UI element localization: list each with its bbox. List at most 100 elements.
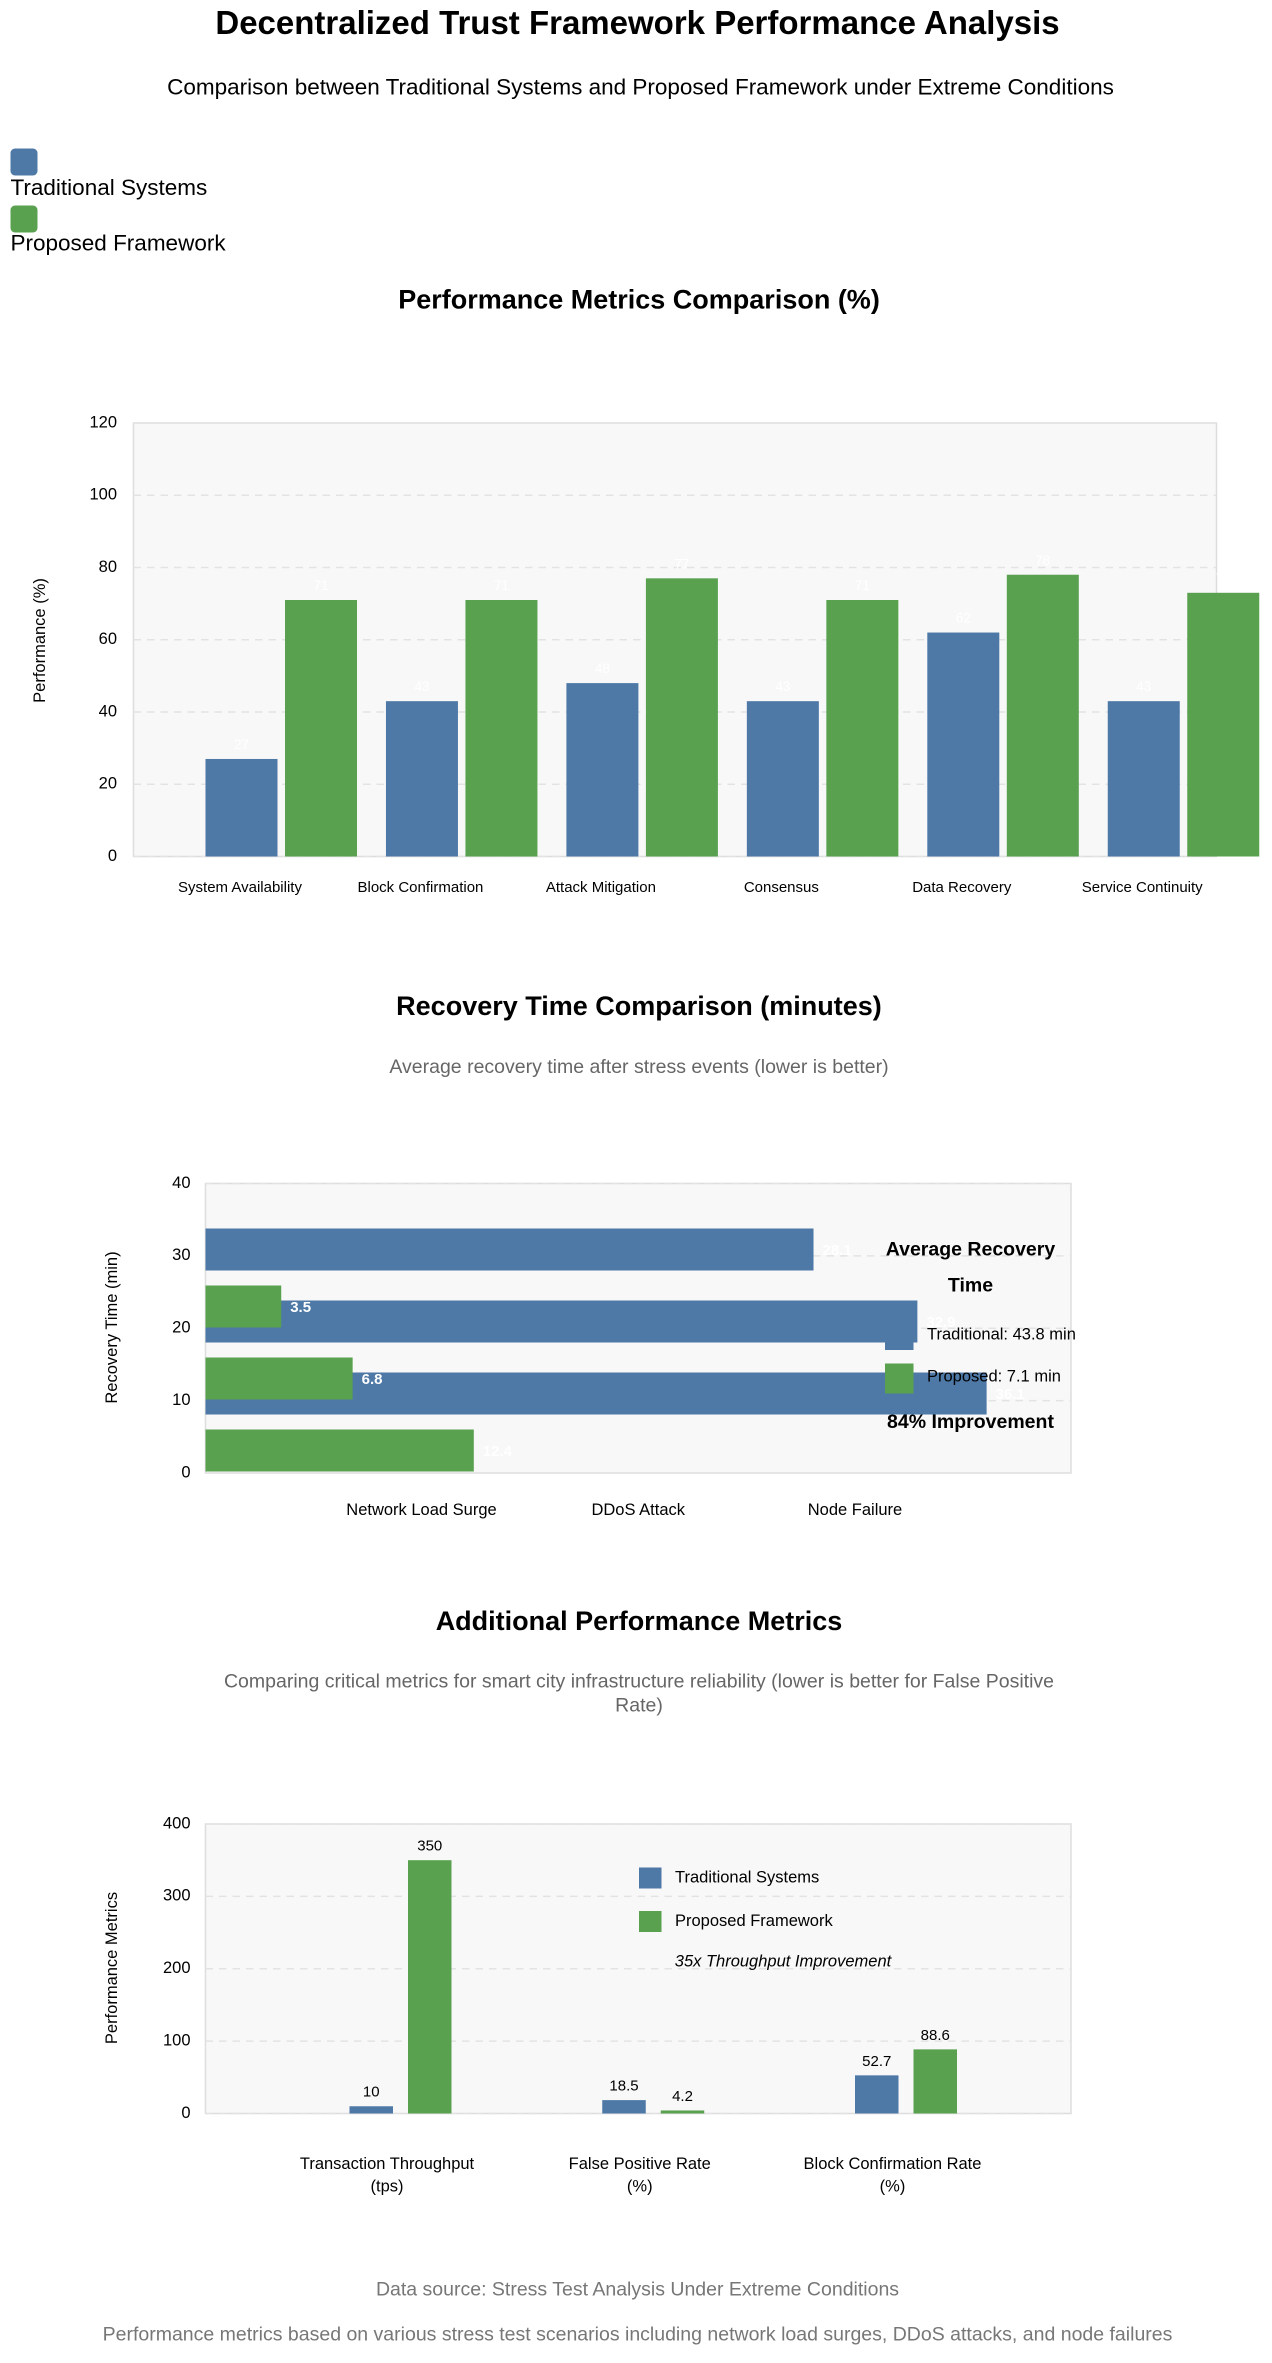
bar — [205, 1300, 918, 1343]
bar — [205, 1429, 474, 1472]
bar — [602, 2100, 646, 2114]
improvement-note: 84% Improvement — [887, 1410, 1054, 1433]
x-tick-label: (%) — [627, 2177, 653, 2195]
data-label: 62 — [956, 611, 971, 626]
bar — [205, 758, 278, 857]
y-tick-label: 20 — [99, 775, 117, 793]
legend-label: Traditional Systems — [675, 1868, 819, 1886]
x-tick-label: Service Continuity — [1082, 879, 1203, 896]
data-label: 88.6 — [921, 2027, 950, 2044]
x-tick-label: Network Load Surge — [346, 1501, 496, 1519]
footer-source: Data source: Stress Test Analysis Under … — [376, 2279, 899, 2301]
data-label: 48 — [595, 661, 610, 676]
y-tick-label: 300 — [163, 1887, 191, 1905]
legend-swatch — [885, 1363, 914, 1394]
x-tick-label: False Positive Rate — [569, 2155, 711, 2173]
y-tick-label: 10 — [172, 1391, 190, 1409]
chart-title: Additional Performance Metrics — [436, 1606, 843, 1636]
chart-title: Performance Metrics Comparison (%) — [398, 285, 880, 315]
legend-swatch — [639, 1867, 662, 1889]
bar — [1107, 701, 1180, 857]
y-tick-label: 40 — [99, 702, 117, 720]
legend-swatch — [10, 148, 38, 176]
bar — [205, 1228, 814, 1271]
y-axis-label: Performance (%) — [31, 578, 49, 703]
x-tick-label: Block Confirmation Rate — [804, 2155, 982, 2173]
y-tick-label: 100 — [89, 486, 117, 504]
page-subtitle: Comparison between Traditional Systems a… — [167, 74, 1114, 99]
legend-swatch — [10, 205, 38, 233]
x-tick-label: Attack Mitigation — [546, 879, 656, 896]
data-label: 43 — [775, 679, 790, 694]
data-label: 43 — [414, 679, 429, 694]
page-title: Decentralized Trust Framework Performanc… — [215, 4, 1059, 41]
data-label: 10 — [363, 2084, 380, 2101]
chart-subtitle-box: Comparing critical metrics for smart cit… — [223, 1669, 1055, 1717]
legend-title-box: Average Recovery Time — [885, 1237, 1056, 1297]
bar — [826, 600, 899, 857]
bar — [566, 683, 639, 857]
data-label: 77 — [674, 556, 689, 571]
bar — [660, 2110, 705, 2114]
x-tick-label: Node Failure — [808, 1501, 902, 1519]
data-label: 28.1 — [823, 1242, 852, 1259]
legend-swatch — [639, 1911, 662, 1933]
legend-label: Proposed: 7.1 min — [927, 1367, 1061, 1385]
y-tick-label: 20 — [172, 1319, 190, 1337]
bar — [385, 701, 458, 857]
footer-note: Performance metrics based on various str… — [103, 2324, 1173, 2346]
data-label: 71 — [313, 578, 328, 593]
bar — [855, 2075, 899, 2114]
y-tick-label: 0 — [181, 1463, 190, 1481]
y-tick-label: 60 — [99, 630, 117, 648]
bar — [465, 600, 538, 857]
annotation: 35x Throughput Improvement — [675, 1952, 893, 1970]
legend-title: Average Recovery Time — [885, 1237, 1056, 1297]
x-tick-label: (%) — [880, 2177, 906, 2195]
data-label: 27 — [234, 737, 249, 752]
data-label: 78 — [1035, 553, 1050, 568]
y-tick-label: 40 — [172, 1174, 190, 1192]
legend-swatch — [885, 1320, 914, 1351]
data-label: 71 — [494, 578, 509, 593]
legend-label: Traditional: 43.8 min — [927, 1325, 1076, 1343]
legend-label: Proposed Framework — [675, 1912, 833, 1930]
x-tick-label: (tps) — [371, 2177, 404, 2195]
legend-label: Proposed Framework — [11, 230, 227, 255]
y-axis-label: Performance Metrics — [103, 1892, 121, 2044]
y-tick-label: 200 — [163, 1959, 191, 1977]
x-tick-label: Transaction Throughput — [300, 2155, 475, 2173]
y-axis-label: Recovery Time (min) — [103, 1251, 121, 1403]
data-label: 4.2 — [672, 2088, 693, 2105]
bar — [285, 600, 357, 857]
y-tick-label: 0 — [181, 2104, 190, 2122]
data-label: 6.8 — [362, 1371, 383, 1388]
chart-subtitle: Average recovery time after stress event… — [389, 1056, 888, 1078]
x-tick-label: Data Recovery — [912, 879, 1012, 896]
chart-subtitle: Comparing critical metrics for smart cit… — [223, 1669, 1055, 1717]
data-label: 36.1 — [996, 1386, 1025, 1403]
bar — [913, 2049, 957, 2114]
y-tick-label: 0 — [108, 847, 117, 865]
bar — [927, 632, 1000, 857]
data-label: 43 — [1136, 679, 1151, 694]
y-tick-label: 120 — [89, 413, 117, 431]
x-tick-label: Consensus — [744, 879, 819, 896]
x-tick-label: Block Confirmation — [358, 879, 484, 896]
bar — [205, 1285, 282, 1328]
bar — [205, 1357, 353, 1400]
bar — [408, 1860, 452, 2114]
data-label: 12.4 — [483, 1443, 513, 1460]
y-tick-label: 80 — [99, 558, 117, 576]
data-label: 32.9 — [926, 1314, 955, 1331]
data-label: 73 — [1216, 571, 1231, 586]
y-tick-label: 30 — [172, 1246, 190, 1264]
x-tick-label: DDoS Attack — [591, 1501, 685, 1519]
data-label: 52.7 — [862, 2053, 891, 2070]
bar — [1006, 574, 1079, 857]
bar — [645, 578, 718, 857]
bar — [1187, 592, 1260, 857]
chart-title: Recovery Time Comparison (minutes) — [396, 991, 882, 1021]
